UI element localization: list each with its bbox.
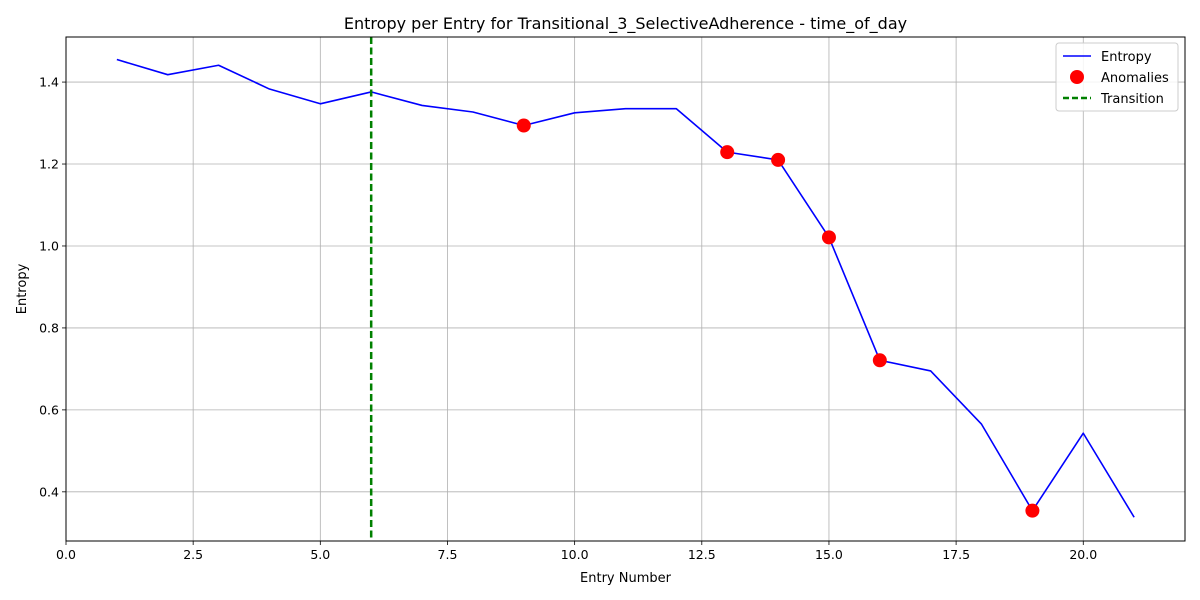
anomaly-point <box>1025 503 1040 518</box>
y-axis-label: Entropy <box>15 263 30 314</box>
tick-layer: 0.0 2.5 5.0 7.5 10.0 12.5 15.0 17.5 20.0 0.4 0.6 0.… <box>39 75 1097 562</box>
legend-anomalies-label: Anomalies <box>1101 71 1169 86</box>
anomaly-point <box>821 230 836 245</box>
x-tick-label: 5.0 <box>310 547 330 562</box>
x-tick-label: 7.5 <box>438 547 458 562</box>
x-tick-label: 10.0 <box>561 547 589 562</box>
x-tick-label: 2.5 <box>183 547 203 562</box>
y-tick-label: 0.4 <box>39 484 59 499</box>
y-tick-label: 1.2 <box>39 157 59 172</box>
x-tick-label: 12.5 <box>688 547 716 562</box>
x-tick-label: 20.0 <box>1069 547 1097 562</box>
y-tick-label: 0.6 <box>39 402 59 417</box>
legend-anomalies-swatch <box>1070 70 1084 84</box>
x-tick-label: 15.0 <box>815 547 843 562</box>
y-tick-label: 1.0 <box>39 238 59 253</box>
legend-transition-label: Transition <box>1100 92 1164 107</box>
anomaly-point <box>720 145 735 160</box>
legend: Entropy Anomalies Transition <box>1055 42 1179 112</box>
anomaly-point <box>516 118 531 133</box>
anomaly-point <box>872 353 887 368</box>
data-layer <box>116 37 1135 541</box>
entropy-series-line <box>116 58 1135 518</box>
chart-title: Entropy per Entry for Transitional_3_Sel… <box>344 14 907 34</box>
legend-entropy-label: Entropy <box>1101 50 1152 65</box>
y-tick-label: 1.4 <box>39 75 59 90</box>
anomaly-point <box>771 152 786 167</box>
plot-frame <box>65 36 1186 542</box>
x-tick-label: 0.0 <box>56 547 76 562</box>
legend-box <box>1055 42 1179 112</box>
x-axis-label: Entry Number <box>580 571 672 586</box>
y-tick-label: 0.8 <box>39 320 59 335</box>
x-tick-label: 17.5 <box>942 547 970 562</box>
grid-layer <box>65 37 1185 541</box>
